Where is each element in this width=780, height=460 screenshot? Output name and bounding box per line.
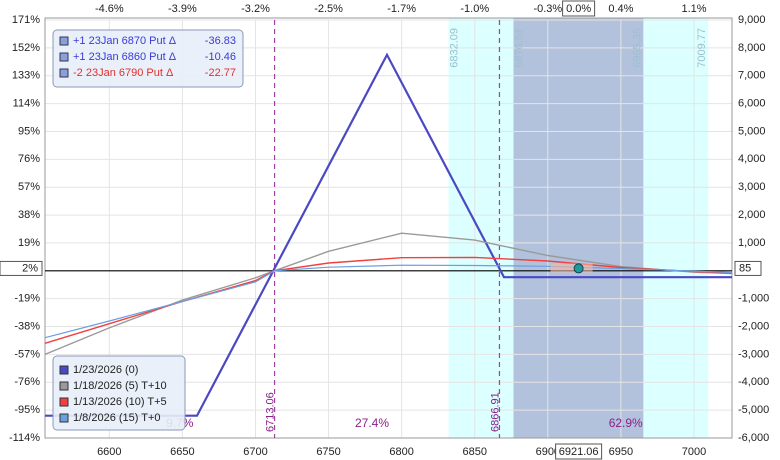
top-tick-label: -3.9% bbox=[168, 3, 197, 15]
price-box bbox=[555, 443, 603, 460]
range-band bbox=[513, 18, 644, 438]
top-tick-label: -1.7% bbox=[387, 3, 416, 15]
left-tick-label: 171% bbox=[12, 14, 40, 26]
left-tick-label: 76% bbox=[18, 153, 40, 165]
current-pnl: 85 bbox=[739, 262, 751, 274]
breakeven-label: 6713.06 bbox=[264, 392, 276, 432]
x-tick-label: 6650 bbox=[170, 446, 194, 458]
position-delta: -36.83 bbox=[205, 35, 236, 47]
plot-frame bbox=[44, 17, 733, 439]
legend-swatch bbox=[59, 413, 69, 423]
position-swatch bbox=[59, 68, 69, 78]
left-tick-label: -114% bbox=[9, 432, 40, 444]
legend-swatch bbox=[59, 397, 69, 407]
range-label: 6876.51 bbox=[513, 28, 525, 68]
top-tick-label: -4.6% bbox=[95, 3, 124, 15]
position-swatch bbox=[59, 52, 69, 62]
left-tick-label: 95% bbox=[18, 125, 40, 137]
legend-swatch bbox=[59, 365, 69, 375]
y-tick-label: 5,000 bbox=[738, 125, 766, 137]
position-delta: -10.46 bbox=[205, 51, 236, 63]
y-tick-label: -5,000 bbox=[738, 404, 769, 416]
range-label: 7009.77 bbox=[696, 28, 708, 68]
breakeven-label: 6866.91 bbox=[489, 392, 501, 432]
y-tick-label: -4,000 bbox=[738, 376, 769, 388]
y-tick-label: 8,000 bbox=[738, 42, 766, 54]
y-tick-label: -2,000 bbox=[738, 320, 769, 332]
left-tick-label: -95% bbox=[14, 404, 40, 416]
series-legend bbox=[52, 355, 186, 431]
left-tick-label: 38% bbox=[18, 209, 40, 221]
x-tick-label: 6600 bbox=[97, 446, 121, 458]
left-tick-label: 57% bbox=[18, 181, 40, 193]
legend-label: 1/8/2026 (15) T+0 bbox=[73, 412, 161, 424]
y-tick-label: 4,000 bbox=[738, 153, 766, 165]
legend-label: 1/18/2026 (5) T+10 bbox=[73, 380, 167, 392]
x-tick-label: 6900 bbox=[536, 446, 560, 458]
current-price-pct: 0.0% bbox=[566, 3, 591, 15]
top-tick-label: 1.1% bbox=[681, 3, 706, 15]
position-label: +1 23Jan 6870 Put Δ bbox=[73, 35, 177, 47]
y-tick-label: 1,000 bbox=[738, 237, 766, 249]
position-swatch bbox=[59, 36, 69, 46]
left-tick-label: 152% bbox=[12, 42, 40, 54]
left-tick-label: 19% bbox=[18, 237, 40, 249]
probability-label: 62.9% bbox=[609, 416, 643, 430]
position-label: +1 23Jan 6860 Put Δ bbox=[73, 51, 177, 63]
pnl-pct-box bbox=[0, 260, 43, 276]
range-label: 6965.35 bbox=[631, 28, 643, 68]
top-tick-label: -0.3% bbox=[533, 3, 562, 15]
y-tick-label: -6,000 bbox=[738, 432, 769, 444]
legend-label: 1/13/2026 (10) T+5 bbox=[73, 396, 167, 408]
probability-label: 27.4% bbox=[355, 416, 389, 430]
left-tick-label: -76% bbox=[14, 376, 40, 388]
y-tick-label: 7,000 bbox=[738, 70, 766, 82]
position-label: -2 23Jan 6790 Put Δ bbox=[73, 67, 174, 79]
pnl-line bbox=[44, 264, 733, 339]
left-tick-label: -38% bbox=[14, 320, 40, 332]
range-label: 6832.09 bbox=[448, 28, 460, 68]
pnl-box bbox=[734, 260, 762, 276]
top-tick-label: 0.4% bbox=[608, 3, 633, 15]
y-tick-label: 3,000 bbox=[738, 181, 766, 193]
current-marker bbox=[573, 263, 584, 274]
legend-swatch bbox=[59, 381, 69, 391]
pct-box bbox=[562, 0, 596, 17]
left-tick-label: -57% bbox=[14, 348, 40, 360]
x-tick-label: 6750 bbox=[316, 446, 340, 458]
current-pnl-pct: 2% bbox=[22, 262, 38, 274]
left-tick-label: 133% bbox=[12, 70, 40, 82]
legend-label: 1/23/2026 (0) bbox=[73, 364, 138, 376]
top-tick-label: -1.0% bbox=[460, 3, 489, 15]
x-tick-label: 6850 bbox=[462, 446, 486, 458]
y-tick-label: 6,000 bbox=[738, 98, 766, 110]
x-tick-label: 6800 bbox=[389, 446, 413, 458]
y-tick-label: 2,000 bbox=[738, 209, 766, 221]
x-tick-label: 6700 bbox=[243, 446, 267, 458]
left-tick-label: -19% bbox=[14, 293, 40, 305]
current-price: 6921.06 bbox=[559, 446, 599, 458]
left-tick-label: 114% bbox=[13, 98, 41, 110]
positions-legend bbox=[52, 29, 244, 88]
y-tick-label: -3,000 bbox=[738, 348, 769, 360]
current-zone bbox=[550, 263, 593, 273]
top-tick-label: -3.2% bbox=[241, 3, 270, 15]
position-delta: -22.77 bbox=[205, 67, 236, 79]
top-tick-label: -2.5% bbox=[314, 3, 343, 15]
y-tick-label: 9,000 bbox=[738, 14, 766, 26]
x-tick-label: 6950 bbox=[609, 446, 633, 458]
y-tick-label: -1,000 bbox=[738, 293, 769, 305]
x-tick-label: 7000 bbox=[682, 446, 706, 458]
